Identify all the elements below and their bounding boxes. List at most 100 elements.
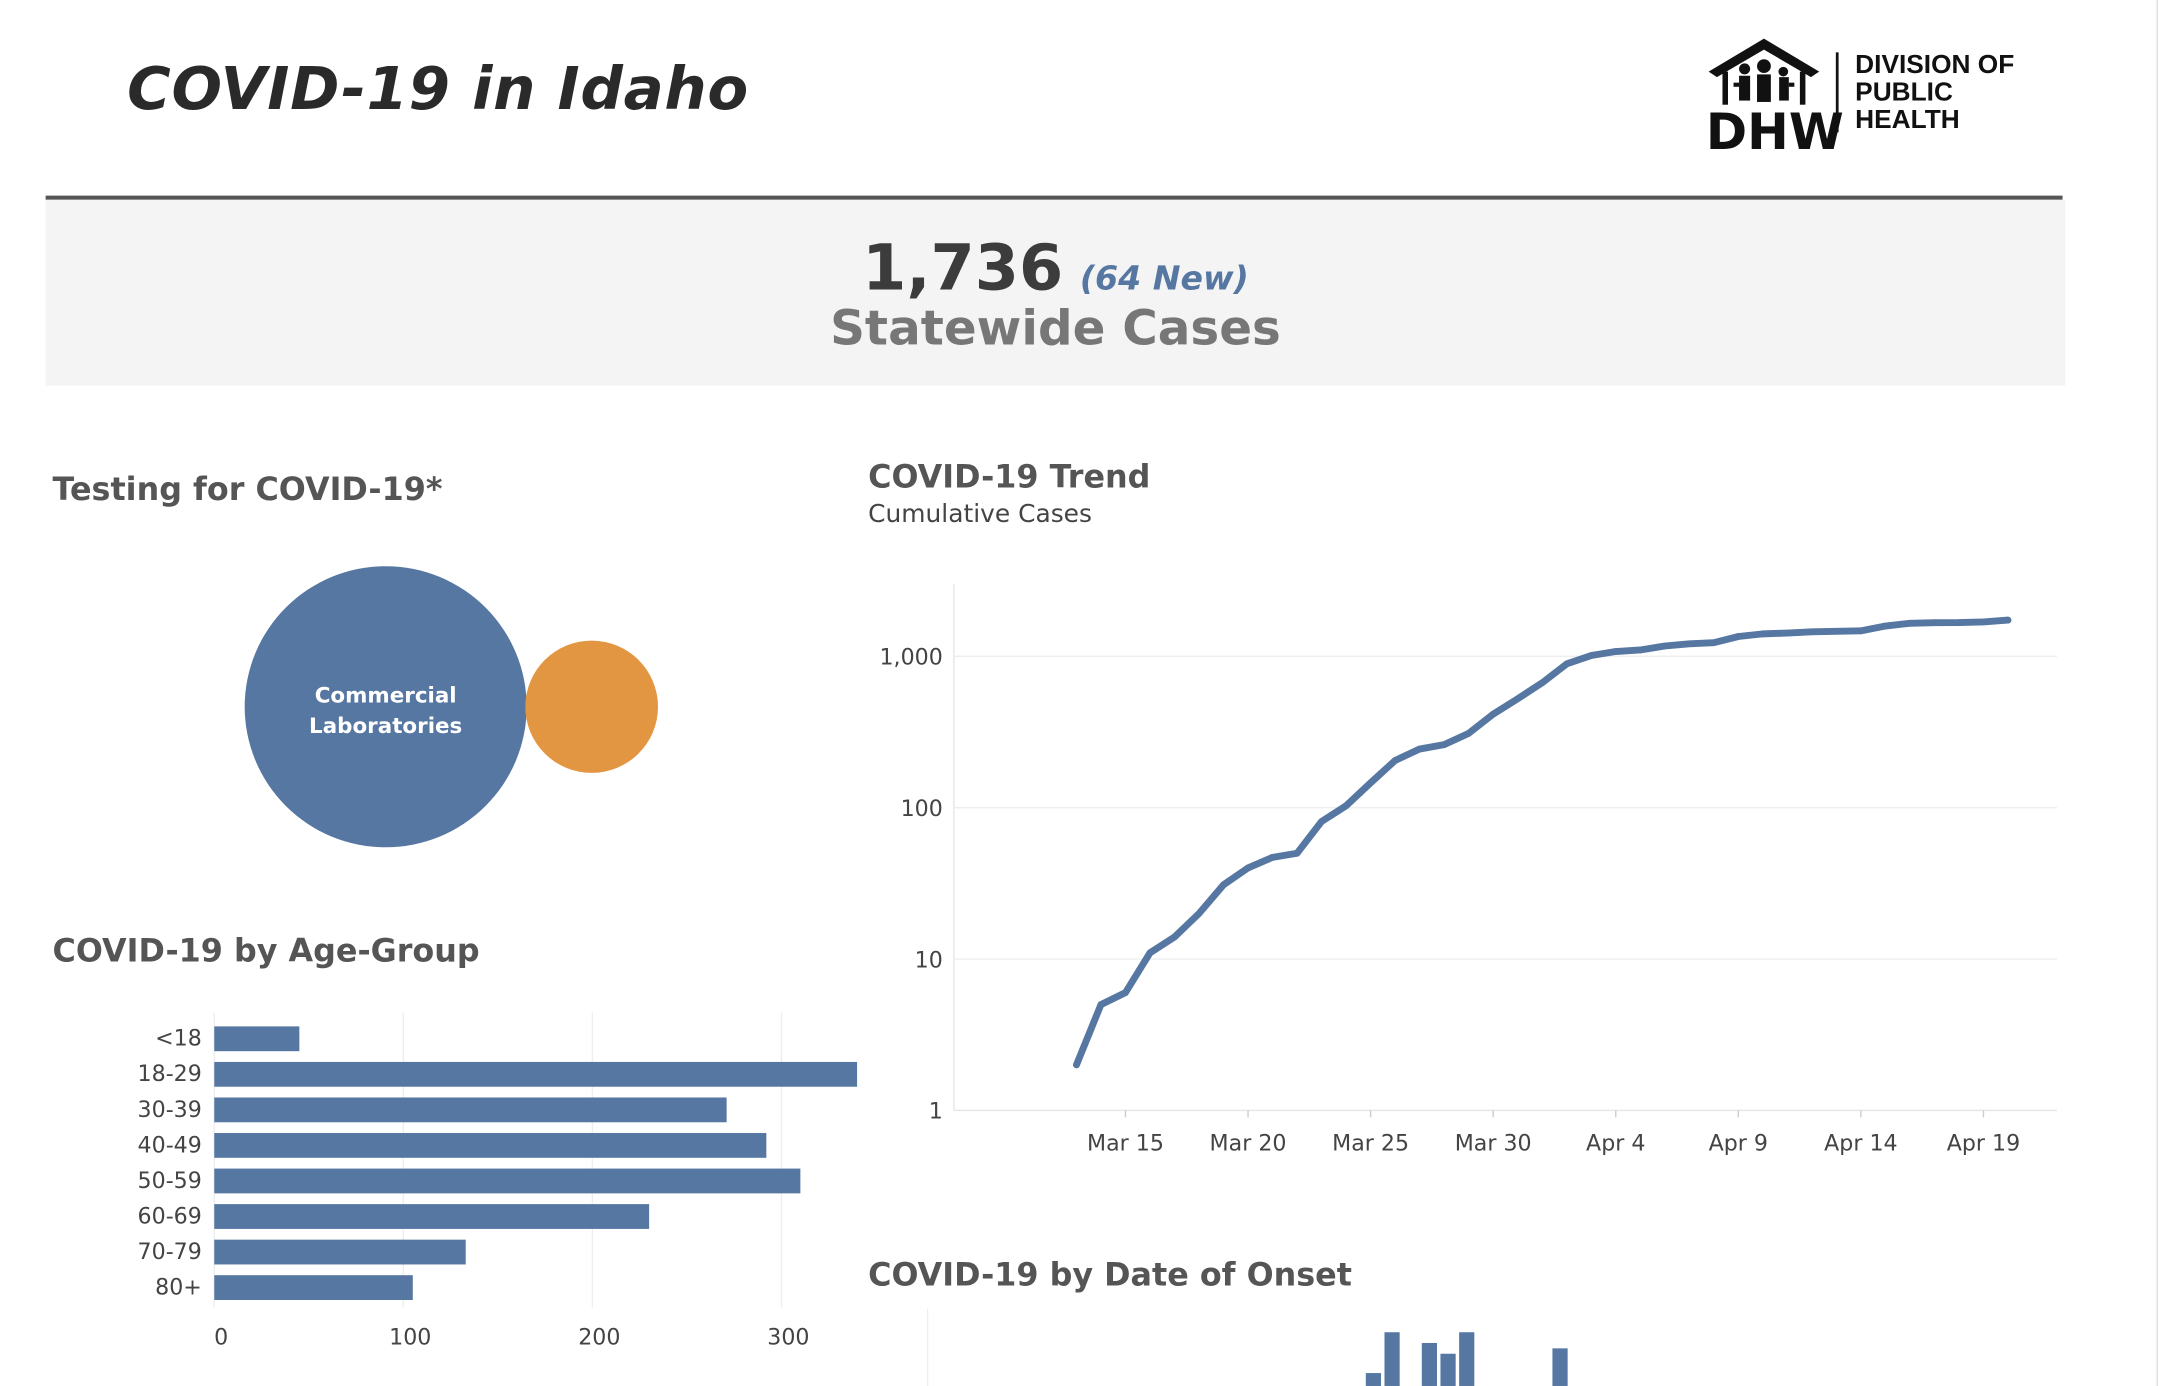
trend-point[interactable]	[1612, 648, 1620, 655]
trend-point[interactable]	[1122, 989, 1129, 996]
case-count-row: 1,736 (64 New)	[46, 230, 2066, 304]
age-group-chart: 0 100 200 300 <18 18-29 30-39 40-49 50-59 60-69 70…	[138, 1012, 858, 1351]
commercial-labs-label-line-2: Laboratories	[309, 714, 462, 739]
trend-point[interactable]	[1563, 660, 1571, 668]
onset-bar[interactable]	[1440, 1353, 1456, 1386]
trend-point[interactable]	[1661, 642, 1669, 650]
statewide-cases-banner: 1,736 (64 New) Statewide Cases	[45, 199, 2066, 386]
testing-title: Testing for COVID-19*	[52, 472, 443, 509]
trend-x-tick-label: Mar 25	[1332, 1131, 1409, 1156]
trend-point[interactable]	[1195, 910, 1203, 917]
commercial-labs-bubble[interactable]	[244, 566, 527, 848]
trend-point[interactable]	[1318, 818, 1325, 825]
scroll-edge	[2156, 0, 2158, 1386]
onset-title: COVID-19 by Date of Onset	[868, 1257, 1352, 1294]
trend-point[interactable]	[1931, 619, 1938, 627]
age-category-label: <18	[155, 1027, 202, 1052]
onset-bar[interactable]	[1384, 1332, 1400, 1386]
trend-point[interactable]	[1146, 949, 1154, 957]
age-group-title: COVID-19 by Age-Group	[52, 934, 480, 970]
age-category-label: 70-79	[138, 1240, 202, 1265]
trend-point[interactable]	[1367, 779, 1374, 787]
age-category-label: 30-39	[138, 1098, 202, 1123]
trend-point[interactable]	[1955, 619, 1963, 626]
age-x-tick-label: 200	[578, 1326, 620, 1351]
trend-point[interactable]	[1833, 627, 1840, 635]
header-divider	[45, 195, 2063, 200]
trend-point[interactable]	[1857, 627, 1865, 635]
trend-point[interactable]	[1342, 802, 1350, 810]
trend-point[interactable]	[1685, 640, 1693, 648]
state-lab-bubble[interactable]	[525, 640, 659, 773]
trend-point[interactable]	[1391, 757, 1399, 764]
trend-point[interactable]	[1636, 646, 1644, 654]
age-x-tick-label: 0	[214, 1326, 228, 1351]
trend-point[interactable]	[1416, 745, 1423, 753]
trend-point[interactable]	[1906, 619, 1914, 627]
age-bar[interactable]	[214, 1133, 767, 1158]
page-title: COVID-19 in Idaho	[127, 55, 749, 124]
age-bar[interactable]	[214, 1239, 466, 1265]
onset-bar[interactable]	[1552, 1348, 1568, 1386]
age-bar[interactable]	[214, 1168, 801, 1194]
age-bar[interactable]	[214, 1204, 650, 1229]
dhw-logo: DHW	[1706, 38, 1844, 157]
trend-point[interactable]	[1171, 933, 1178, 941]
trend-x-tick-label: Apr 9	[1709, 1131, 1768, 1156]
logo-divider	[1835, 52, 1839, 133]
trend-point[interactable]	[1710, 639, 1718, 646]
trend-point[interactable]	[1735, 633, 1742, 640]
new-cases: (64 New)	[1079, 259, 1249, 298]
trend-point[interactable]	[1882, 622, 1889, 630]
trend-point[interactable]	[1784, 629, 1791, 637]
logo-line-1: DIVISION OF	[1855, 50, 2015, 80]
trend-point[interactable]	[1808, 628, 1816, 636]
trend-point[interactable]	[1097, 1001, 1105, 1008]
trend-subtitle: Cumulative Cases	[868, 500, 1092, 530]
age-bar[interactable]	[214, 1275, 413, 1300]
trend-chart: 1 10 100 1,000 Mar 15 Mar 20 Mar 25 Mar 30 Apr 4…	[879, 584, 2058, 1156]
trend-point[interactable]	[1220, 881, 1227, 889]
house-with-people-icon	[1708, 38, 1820, 105]
testing-bubbles: Commercial Laboratories	[244, 566, 659, 848]
trend-point[interactable]	[1269, 854, 1276, 861]
age-bar[interactable]	[214, 1061, 858, 1087]
trend-point[interactable]	[1980, 618, 1987, 626]
commercial-labs-label-line-1: Commercial	[315, 684, 457, 709]
trend-point[interactable]	[1759, 630, 1767, 638]
logo-initials: DHW	[1706, 103, 1844, 157]
logo-text: DIVISION OF PUBLIC HEALTH	[1855, 52, 2014, 135]
age-category-label: 60-69	[138, 1204, 202, 1229]
trend-x-tick-label: Mar 20	[1210, 1131, 1287, 1156]
logo-line-3: HEALTH	[1855, 106, 1960, 136]
age-category-label: 50-59	[138, 1169, 202, 1194]
trend-point[interactable]	[1073, 1061, 1080, 1069]
onset-bar[interactable]	[1365, 1373, 1382, 1386]
age-bar[interactable]	[214, 1097, 727, 1123]
trend-x-tick-label: Apr 4	[1586, 1131, 1645, 1156]
trend-point[interactable]	[1293, 849, 1301, 857]
age-category-label: 80+	[155, 1276, 202, 1301]
trend-point[interactable]	[1587, 652, 1595, 659]
age-bar[interactable]	[214, 1026, 300, 1052]
statewide-cases-label: Statewide Cases	[830, 301, 1281, 357]
trend-x-tick-label: Apr 19	[1947, 1131, 2020, 1156]
trend-point[interactable]	[1465, 730, 1472, 737]
trend-point[interactable]	[1440, 741, 1448, 748]
onset-bar[interactable]	[1421, 1342, 1438, 1386]
age-category-label: 18-29	[138, 1062, 202, 1087]
age-x-tick-label: 300	[767, 1326, 809, 1351]
trend-y-tick-label: 10	[915, 948, 943, 973]
trend-point[interactable]	[1244, 864, 1252, 872]
trend-x-tick-label: Mar 30	[1455, 1131, 1532, 1156]
trend-point[interactable]	[1538, 679, 1546, 687]
cumulative-cases-line[interactable]	[1073, 616, 2012, 1069]
trend-y-tick-label: 100	[901, 797, 943, 822]
trend-point[interactable]	[2004, 616, 2012, 624]
trend-title: COVID-19 Trend	[868, 460, 1151, 496]
total-cases: 1,736	[862, 230, 1064, 305]
trend-point[interactable]	[1514, 695, 1522, 703]
trend-x-tick-label: Mar 15	[1087, 1131, 1164, 1156]
trend-point[interactable]	[1489, 710, 1497, 718]
onset-bar[interactable]	[1459, 1332, 1475, 1386]
